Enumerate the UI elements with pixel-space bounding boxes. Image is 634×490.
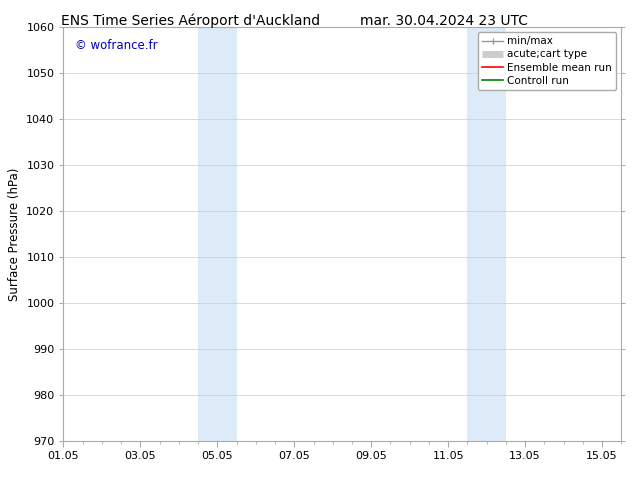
Bar bbox=[217, 27, 236, 441]
Text: © wofrance.fr: © wofrance.fr bbox=[75, 39, 157, 52]
Bar bbox=[487, 27, 506, 441]
Legend: min/max, acute;cart type, Ensemble mean run, Controll run: min/max, acute;cart type, Ensemble mean … bbox=[478, 32, 616, 90]
Text: mar. 30.04.2024 23 UTC: mar. 30.04.2024 23 UTC bbox=[360, 14, 527, 28]
Bar bbox=[198, 27, 217, 441]
Text: ENS Time Series Aéroport d'Auckland: ENS Time Series Aéroport d'Auckland bbox=[61, 14, 320, 28]
Bar bbox=[467, 27, 487, 441]
Y-axis label: Surface Pressure (hPa): Surface Pressure (hPa) bbox=[8, 167, 21, 301]
